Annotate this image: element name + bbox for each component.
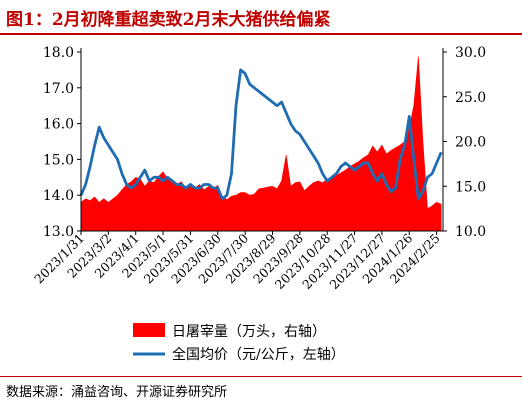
- left-tick-label: 17.0: [43, 81, 74, 97]
- left-tick-label: 14.0: [43, 188, 74, 204]
- right-tick-label: 30.0: [455, 45, 486, 61]
- legend-swatch-slaughter: [133, 323, 165, 337]
- source-note: 数据来源：涌益咨询、开源证券研究所: [6, 385, 228, 400]
- legend-label-slaughter: 日屠宰量（万头，右轴）: [172, 324, 326, 340]
- left-tick-label: 13.0: [43, 224, 74, 240]
- figure-title: 图1：2月初降重超卖致2月末大猪供给偏紧: [6, 10, 331, 30]
- legend-label-price: 全国均价（元/公斤，左轴）: [172, 346, 345, 363]
- right-tick-label: 25.0: [455, 90, 486, 106]
- source-divider: [0, 376, 522, 377]
- left-tick-label: 16.0: [43, 117, 74, 133]
- left-tick-label: 18.0: [43, 45, 74, 61]
- slaughter-volume-area: [80, 56, 442, 232]
- left-tick-label: 15.0: [43, 152, 74, 168]
- right-tick-label: 15.0: [455, 179, 486, 195]
- right-tick-label: 10.0: [455, 224, 486, 240]
- avg-price-line: [79, 68, 443, 201]
- title-divider: [0, 33, 522, 35]
- right-tick-label: 20.0: [455, 135, 486, 151]
